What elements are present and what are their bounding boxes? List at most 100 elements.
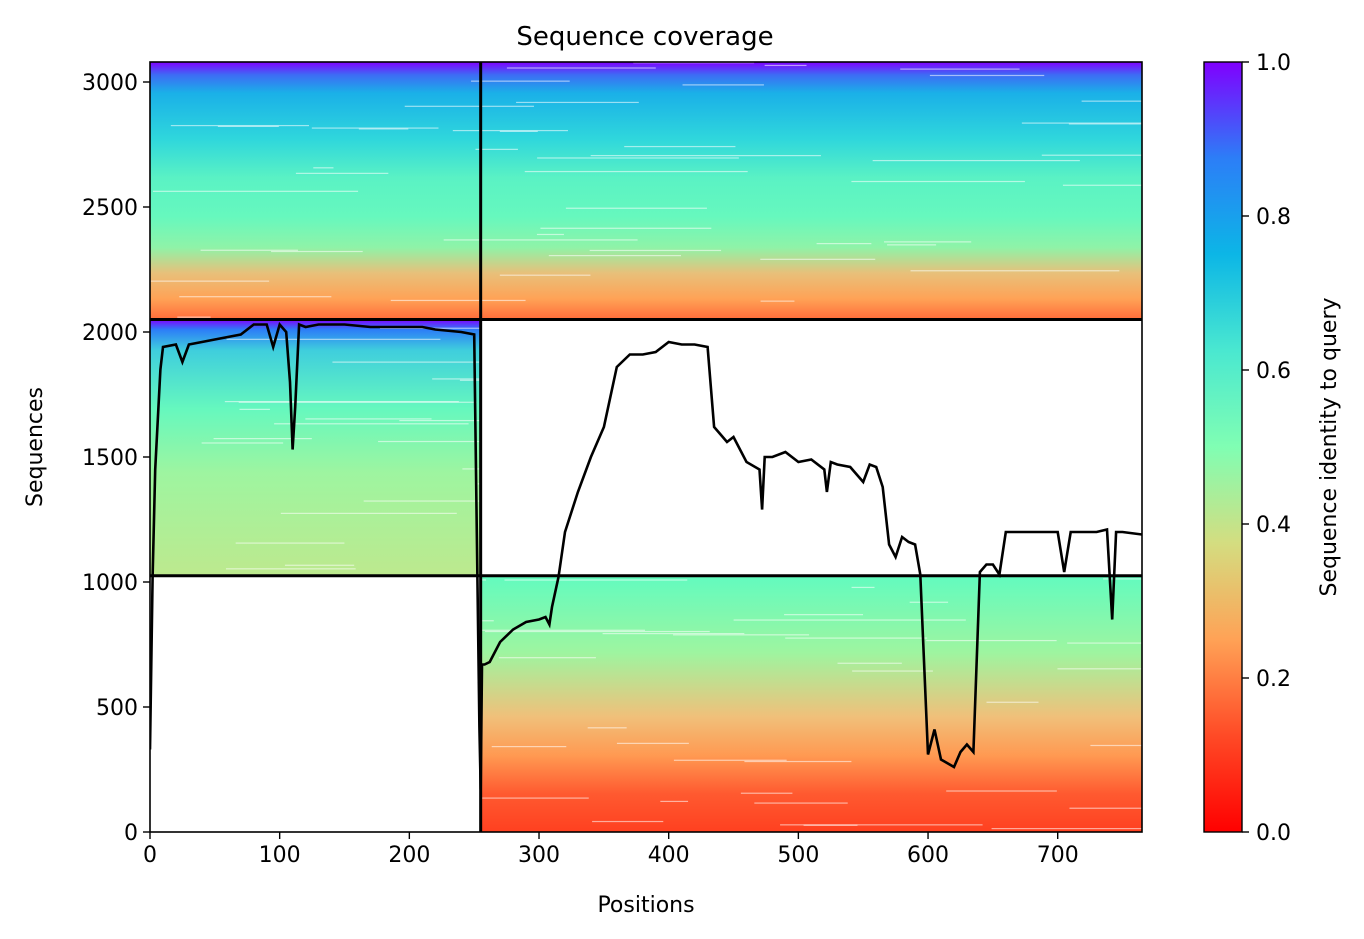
- alignment-gap: [643, 382, 819, 384]
- x-axis: 0 100 200 300 400 500 600 700: [143, 832, 1079, 868]
- y-axis-label: Sequences: [23, 387, 48, 507]
- x-tick-label: 400: [648, 843, 690, 868]
- alignment-gap: [624, 145, 736, 148]
- alignment-gap: [1025, 403, 1142, 406]
- alignment-gap: [1109, 414, 1142, 417]
- alignment-gap: [837, 662, 902, 664]
- alignment-gap: [217, 125, 279, 128]
- y-tick-label: 1000: [82, 571, 138, 596]
- alignment-gap: [797, 489, 904, 491]
- x-tick-label: 300: [518, 843, 560, 868]
- alignment-gap: [1012, 570, 1084, 572]
- alignment-gap: [201, 442, 284, 444]
- alignment-gap: [754, 802, 848, 804]
- alignment-gap: [1090, 744, 1142, 747]
- alignment-gap: [900, 68, 1020, 70]
- alignment-gap: [216, 644, 324, 647]
- alignment-gap: [504, 579, 688, 581]
- alignment-gap: [1081, 100, 1142, 102]
- alignment-gap: [851, 586, 875, 589]
- alignment-gap: [816, 243, 872, 245]
- alignment-gap: [471, 80, 570, 82]
- alignment-gap: [1036, 383, 1142, 385]
- alignment-gap: [317, 583, 382, 585]
- alignment-gap: [313, 167, 334, 169]
- alignment-gap: [252, 622, 373, 624]
- alignment-gap: [785, 637, 928, 639]
- alignment-gap: [506, 67, 656, 69]
- x-tick-label: 200: [388, 843, 430, 868]
- alignment-gap: [516, 101, 639, 104]
- alignment-gap: [524, 170, 748, 173]
- alignment-gap: [733, 619, 966, 621]
- alignment-gap: [909, 601, 949, 603]
- alignment-gap: [412, 752, 438, 754]
- alignment-gap: [592, 820, 664, 823]
- alignment-gap: [179, 296, 332, 298]
- alignment-gap: [524, 400, 663, 402]
- alignment-gap: [271, 250, 363, 253]
- alignment-gap: [686, 534, 718, 537]
- alignment-gap: [537, 157, 739, 159]
- alignment-gap: [929, 74, 1045, 77]
- alignment-gap: [780, 824, 983, 826]
- plot-frame: [149, 61, 1143, 833]
- alignment-gap: [744, 760, 852, 763]
- alignment-gap: [673, 634, 810, 636]
- alignment-gap: [414, 629, 645, 631]
- alignment-gap: [332, 361, 498, 363]
- alignment-gap: [852, 670, 933, 672]
- alignment-gap: [305, 418, 432, 420]
- alignment-gap: [910, 270, 1120, 272]
- alignment-gap: [404, 105, 534, 107]
- alignment-gap: [673, 472, 902, 474]
- alignment-gap: [1056, 500, 1081, 503]
- alignment-gap: [585, 443, 790, 445]
- x-tick-label: 600: [907, 843, 949, 868]
- alignment-gap: [565, 207, 707, 209]
- alignment-gap: [784, 614, 864, 616]
- alignment-gap: [459, 379, 660, 381]
- alignment-gap: [284, 564, 355, 566]
- alignment-gap: [1015, 413, 1142, 415]
- alignment-gap: [884, 241, 972, 243]
- alignment-gap: [224, 401, 459, 403]
- colorbar-ticks: 0.0 0.2 0.4 0.6 0.8 1.0: [1242, 51, 1291, 846]
- alignment-gap: [399, 419, 592, 422]
- alignment-gap: [295, 172, 389, 174]
- alignment-gap: [177, 316, 211, 318]
- alignment-gap: [274, 423, 469, 425]
- alignment-gap: [213, 438, 312, 440]
- colorbar-label: Sequence identity to query: [1317, 297, 1342, 596]
- alignment-gap: [472, 797, 589, 799]
- alignment-gap: [491, 745, 567, 748]
- alignment-gap: [1119, 329, 1142, 331]
- alignment-gap: [379, 327, 562, 329]
- alignment-gap: [225, 568, 356, 570]
- alignment-gap: [548, 254, 682, 257]
- x-tick-label: 500: [777, 843, 819, 868]
- alignment-gap: [946, 790, 1057, 792]
- alignment-gap: [660, 800, 689, 803]
- colorbar-tick-label: 0.8: [1256, 205, 1291, 230]
- alignment-gap: [926, 639, 1057, 642]
- alignment-gap: [1021, 122, 1142, 124]
- coverage-line: [150, 321, 1142, 790]
- alignment-gap: [536, 233, 564, 236]
- alignment-gap: [498, 657, 596, 659]
- alignment-gap: [152, 190, 359, 192]
- colorbar-tick-label: 0.4: [1256, 513, 1291, 538]
- alignment-gap: [602, 633, 745, 635]
- alignment-gap: [701, 320, 847, 322]
- y-axis: 0 500 1000 1500 2000 2500 3000: [82, 71, 150, 846]
- alignment-gap: [590, 154, 821, 157]
- alignment-gap: [673, 759, 787, 761]
- alignment-gap: [1057, 668, 1142, 670]
- alignment-gap: [499, 274, 591, 276]
- x-tick-label: 100: [259, 843, 301, 868]
- alignment-gap: [1041, 154, 1142, 156]
- alignment-gap: [1049, 446, 1142, 448]
- alignment-gap: [238, 401, 477, 403]
- alignment-gap: [1103, 578, 1142, 580]
